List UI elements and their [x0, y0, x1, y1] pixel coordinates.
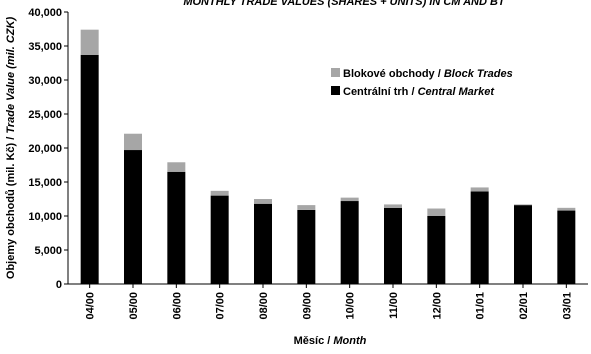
bar-central-market	[80, 54, 99, 285]
bar-block-trades	[514, 204, 532, 206]
x-tick-label: 12/00	[431, 292, 443, 320]
y-tick-label: 10,000	[28, 211, 62, 223]
x-tick-label: 08/00	[258, 292, 270, 320]
y-tick-label: 25,000	[28, 109, 62, 121]
x-tick-label: 01/01	[475, 292, 487, 320]
y-tick-label: 15,000	[28, 177, 62, 189]
bar-central-market	[254, 203, 272, 284]
y-axis-label: Objemy obchodů (mil. Kč) / Trade Value (…	[5, 17, 17, 280]
y-tick-label: 0	[56, 279, 62, 291]
x-axis-label-cz: Měsíc /	[294, 335, 334, 347]
legend-swatch-central-market	[331, 86, 340, 95]
legend-central-market-en: Central Market	[418, 86, 496, 98]
x-tick-label: 06/00	[171, 292, 183, 320]
bar-block-trades	[297, 205, 316, 210]
bar-block-trades	[210, 190, 229, 196]
x-tick-label: 04/00	[85, 292, 97, 320]
bar-central-market	[514, 205, 532, 284]
bars	[80, 29, 576, 285]
y-tick-label: 40,000	[28, 7, 62, 19]
legend-label-block-trades: Blokové obchody / Block Trades	[343, 68, 513, 80]
chart-title: MONTHLY TRADE VALUES (SHARES + UNITS) IN…	[183, 0, 506, 8]
bar-central-market	[297, 209, 316, 284]
bar-block-trades	[167, 162, 186, 172]
bar-central-market	[384, 207, 402, 284]
y-tick-label: 5,000	[34, 245, 62, 257]
legend-central-market-cz: Centrální trh /	[343, 86, 418, 98]
x-tick-label: 03/01	[561, 292, 573, 320]
legend: Blokové obchody / Block Trades Centrální…	[324, 59, 514, 101]
bar-central-market	[470, 191, 489, 284]
x-tick-label: 02/01	[518, 292, 530, 320]
x-axis-label-en: Month	[333, 335, 366, 347]
bar-block-trades	[340, 197, 359, 202]
y-tick-label: 20,000	[28, 143, 62, 155]
y-tick-label: 30,000	[28, 75, 62, 87]
bar-block-trades	[427, 208, 446, 216]
y-tick-label: 35,000	[28, 41, 62, 53]
legend-label-central-market: Centrální trh / Central Market	[343, 86, 495, 98]
x-tick-label: 07/00	[215, 292, 227, 320]
legend-swatch-block-trades	[331, 68, 340, 77]
bar-block-trades	[124, 133, 142, 151]
x-tick-label: 09/00	[301, 292, 313, 320]
bar-central-market	[167, 171, 186, 284]
y-axis-label-cz: Objemy obchodů (mil. Kč) /	[5, 134, 17, 279]
x-tick-label: 05/00	[128, 292, 140, 320]
bar-block-trades	[557, 207, 576, 211]
legend-block-trades-cz: Blokové obchody /	[343, 68, 444, 80]
x-tick-label: 10/00	[345, 292, 357, 320]
bar-central-market	[427, 216, 446, 284]
bar-central-market	[340, 201, 359, 284]
y-axis-label-en: Trade Value (mil. CZK)	[5, 17, 17, 134]
bar-block-trades	[470, 187, 489, 192]
y-axis-ticks: 0 5,000 10,000 15,000 20,000 25,000 30,000 35,0…	[28, 7, 68, 291]
bar-block-trades	[80, 29, 99, 55]
x-tick-label: 11/00	[388, 292, 400, 319]
x-axis-ticks: 04/00 05/00 06/00 07/00 08/00 09/00 10/00 11/00…	[85, 284, 573, 320]
legend-box	[324, 59, 514, 101]
bar-block-trades	[254, 199, 272, 204]
legend-block-trades-en: Block Trades	[444, 68, 513, 80]
bar-central-market	[124, 150, 142, 284]
x-axis-label: Měsíc / Month	[294, 335, 367, 347]
bar-central-market	[557, 210, 576, 284]
bar-block-trades	[384, 204, 402, 208]
bar-central-market	[210, 195, 229, 284]
